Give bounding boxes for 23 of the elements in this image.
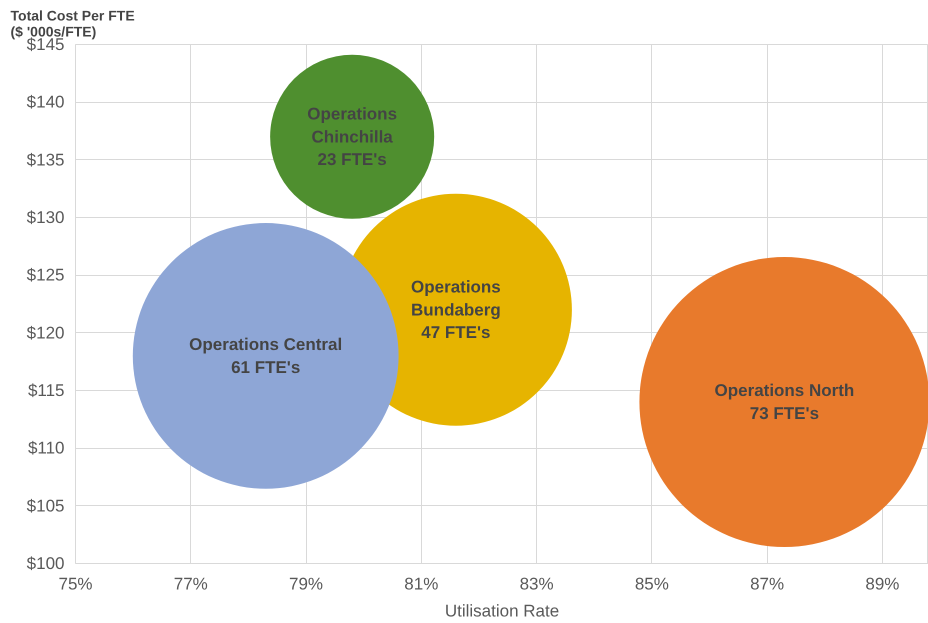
x-tick-label: 79% [289, 574, 324, 594]
y-tick-label: $110 [28, 438, 65, 458]
x-tick-label: 89% [865, 574, 900, 594]
y-tick-label: $140 [26, 92, 65, 112]
x-tick-label: 77% [174, 574, 208, 594]
y-tick-label: $115 [28, 381, 65, 400]
y-tick-label: $130 [26, 208, 65, 227]
x-tick-label: 81% [404, 574, 438, 594]
x-tick-label: 85% [634, 574, 669, 594]
x-axis-title: Utilisation Rate [444, 602, 560, 620]
x-tick-label: 75% [58, 574, 93, 594]
y-tick-label: $105 [26, 496, 65, 516]
annotation: Operations North 73 FTE's [714, 381, 854, 423]
x-tick-label: 87% [750, 574, 784, 594]
y-tick-label: $120 [26, 323, 65, 342]
y-tick-label: $100 [26, 554, 65, 573]
annotation: Operations Bundaberg 47 FTE's [411, 277, 501, 342]
annotation: Operations Chinchilla 23 FTE's [307, 104, 398, 170]
y-tick-label: $125 [26, 266, 65, 285]
x-tick-label: 83% [520, 574, 554, 594]
y-tick-label: $135 [26, 150, 65, 170]
y-axis-title: Total Cost Per FTE ($ '000s/FTE) [10, 8, 135, 40]
annotation: Operations Central 61 FTE's [189, 335, 342, 377]
